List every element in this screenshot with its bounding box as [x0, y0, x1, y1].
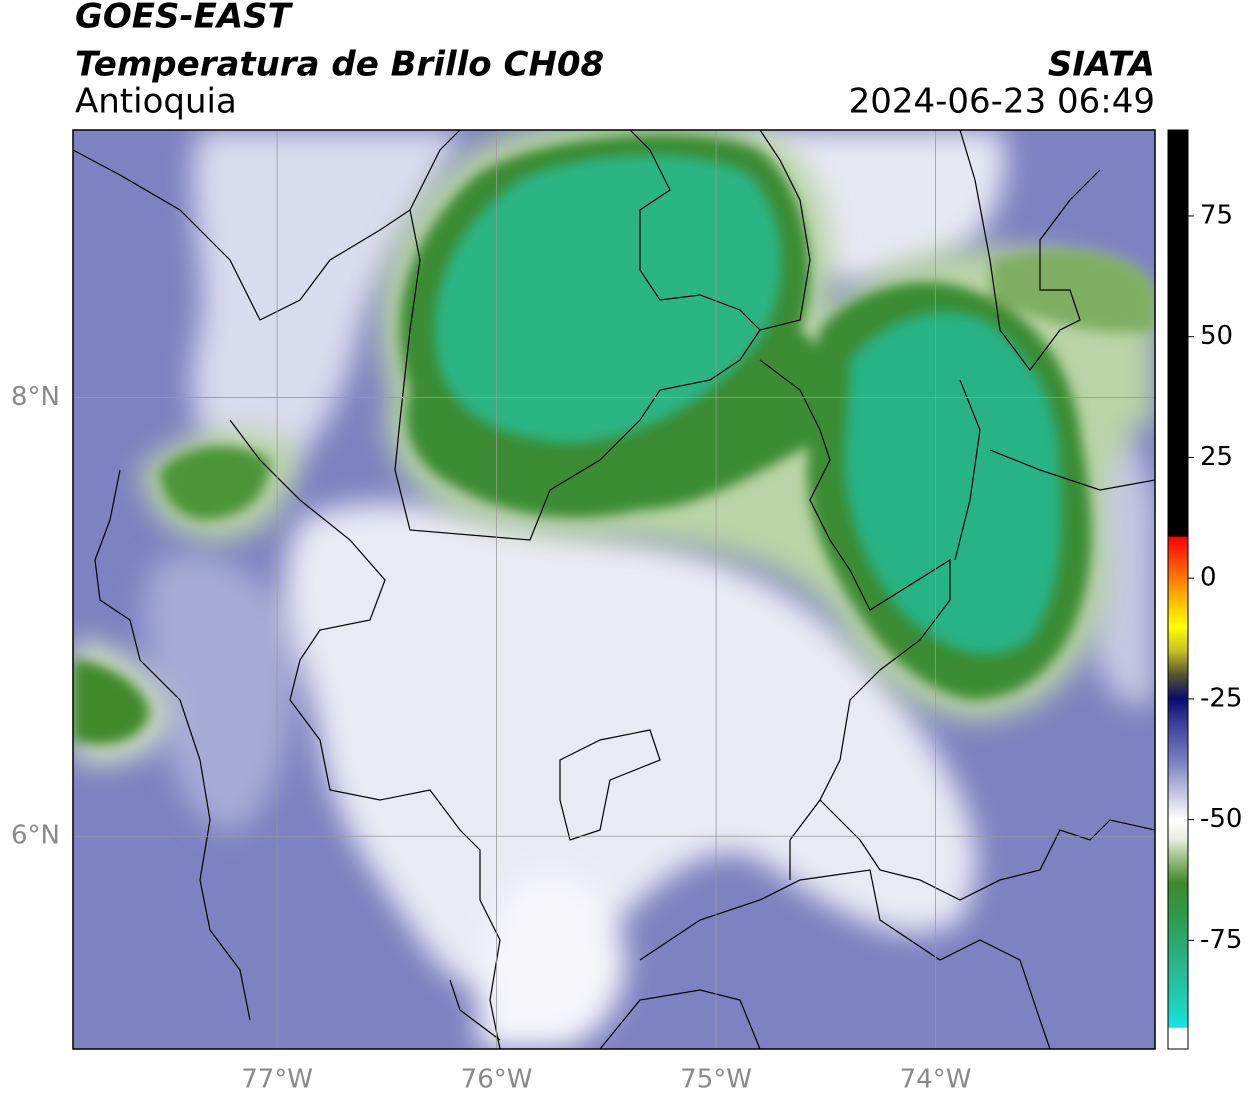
x-tick-label: 75°W [680, 1065, 752, 1095]
x-tick-label: 74°W [900, 1065, 972, 1095]
x-tick-label: 77°W [241, 1065, 313, 1095]
colorbar [1167, 129, 1189, 1050]
colorbar-tick-label: 25 [1200, 442, 1233, 472]
colorbar-tick-label: -75 [1200, 925, 1242, 955]
colorbar-tick-label: 50 [1200, 321, 1233, 351]
grid [73, 130, 1155, 1049]
colorbar-tick-label: -50 [1200, 804, 1242, 834]
colorbar-tick-label: 0 [1200, 563, 1217, 593]
timestamp: 2024-06-23 06:49 [849, 82, 1155, 122]
colorbar-tick-label: 75 [1200, 200, 1233, 230]
subtitle: Temperatura de Brillo CH08 [75, 45, 604, 85]
map-field [73, 130, 1155, 1049]
boundaries [73, 130, 1155, 1049]
colorbar-tick-label: -25 [1200, 683, 1242, 713]
y-tick-label: 6°N [11, 821, 60, 851]
light-cloud [144, 130, 1155, 1049]
source: SIATA [1048, 45, 1155, 85]
y-tick-label: 8°N [11, 382, 60, 412]
x-tick-label: 76°W [461, 1065, 533, 1095]
region: Antioquia [75, 82, 237, 122]
title: GOES-EAST [75, 0, 294, 37]
map-frame [72, 129, 1156, 1050]
